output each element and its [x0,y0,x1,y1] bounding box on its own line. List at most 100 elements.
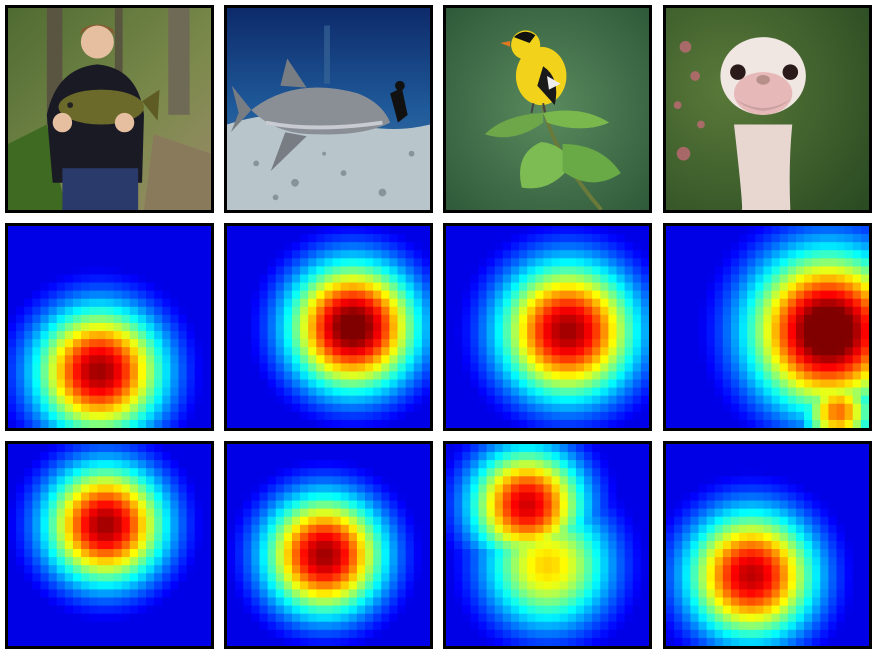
heatmap-cell [771,258,781,268]
heatmap-cell [259,411,269,421]
heatmap-cell [129,589,139,599]
heatmap-cell [454,597,464,607]
heatmap-cell [389,258,399,268]
heatmap-cell [462,339,472,349]
heatmap-cell [170,274,180,284]
heatmap-cell [146,274,155,284]
heatmap-cell [804,347,813,357]
heatmap-cell [340,322,350,332]
heatmap-cell [454,524,464,534]
heatmap-cell [844,573,854,583]
heatmap-cell [519,573,529,583]
heatmap-cell [316,339,326,349]
heatmap-cell [32,468,42,478]
heatmap-cell [771,476,781,486]
heatmap-cell [16,355,26,365]
heatmap-cell [72,419,82,428]
heatmap-cell [389,290,399,300]
heatmap-cell [32,282,42,292]
heatmap-cell [421,306,430,316]
heatmap-cell [812,597,822,607]
heatmap-cell [332,549,342,558]
heatmap-cell [722,613,732,623]
heatmap-cell [89,613,99,623]
heatmap-cell [836,557,846,567]
heatmap-cell [146,508,155,518]
heatmap-cell [852,476,862,486]
heatmap-cell [356,444,366,453]
heatmap-cell [275,452,285,461]
heatmap-cell [454,314,464,324]
heatmap-cell [470,549,480,558]
heatmap-cell [389,250,399,260]
heatmap-cell [527,411,537,421]
heatmap-cell [755,258,765,268]
heatmap-cell [454,540,464,550]
heatmap-cell [494,621,504,631]
heatmap-cell [64,347,74,357]
heatmap-cell [170,250,180,260]
heatmap-cell [478,589,488,599]
heatmap-cell [575,621,585,631]
heatmap-cell [470,565,480,575]
heatmap-cell [291,347,301,357]
heatmap-cell [494,589,504,599]
heatmap-cell [251,371,261,381]
heatmap-cell [454,403,464,413]
heatmap-cell [747,234,757,243]
heatmap-cell [478,274,488,284]
heatmap-cell [674,314,684,324]
heatmap-cell [739,274,749,284]
heatmap-cell [202,540,211,550]
heatmap-cell [308,339,318,349]
heatmap-cell [324,306,334,316]
heatmap-cell [316,234,326,243]
heatmap-cell [72,540,82,550]
heatmap-cell [113,500,123,510]
heatmap-cell [413,355,423,365]
heatmap-cell [844,444,854,453]
heatmap-cell [470,371,480,381]
heatmap-cell [300,460,310,470]
heatmap-cell [730,250,740,260]
heatmap-cell [860,532,869,542]
heatmap-cell [413,508,423,518]
heatmap-cell [56,629,66,639]
heatmap-cell [291,468,301,478]
heatmap-cell [446,242,455,252]
heatmap-cell [852,460,862,470]
heatmap-cell [243,419,253,428]
heatmap-cell [698,524,708,534]
heatmap-cell [72,379,82,389]
heatmap-cell [771,444,781,453]
heatmap-cell [510,339,520,349]
heatmap-cell [32,314,42,324]
heatmap-cell [624,411,634,421]
heatmap-cell [178,226,188,235]
heatmap-cell [779,621,789,631]
heatmap-cell [527,395,537,405]
heatmap-cell [616,258,626,268]
heatmap-cell [722,234,732,243]
heatmap-cell [470,581,480,591]
heatmap-cell [616,242,626,252]
heatmap-cell [146,597,155,607]
heatmap-cell [714,565,724,575]
heatmap-cell [454,476,464,486]
heatmap-cell [795,226,805,235]
heatmap-cell [510,322,520,332]
heatmap-cell [543,395,553,405]
heatmap-cell [146,347,155,357]
heatmap-cell [535,540,545,550]
heatmap-cell [340,226,350,235]
heatmap-cell [113,581,123,591]
heatmap-cell [227,395,236,405]
heatmap-cell [365,298,374,308]
heatmap-cell [820,500,830,510]
heatmap-cell [194,460,204,470]
heatmap-cell [275,540,285,550]
heatmap-cell [113,540,123,550]
heatmap-cell [600,516,610,526]
heatmap-cell [494,363,504,373]
heatmap-cell [575,282,585,292]
